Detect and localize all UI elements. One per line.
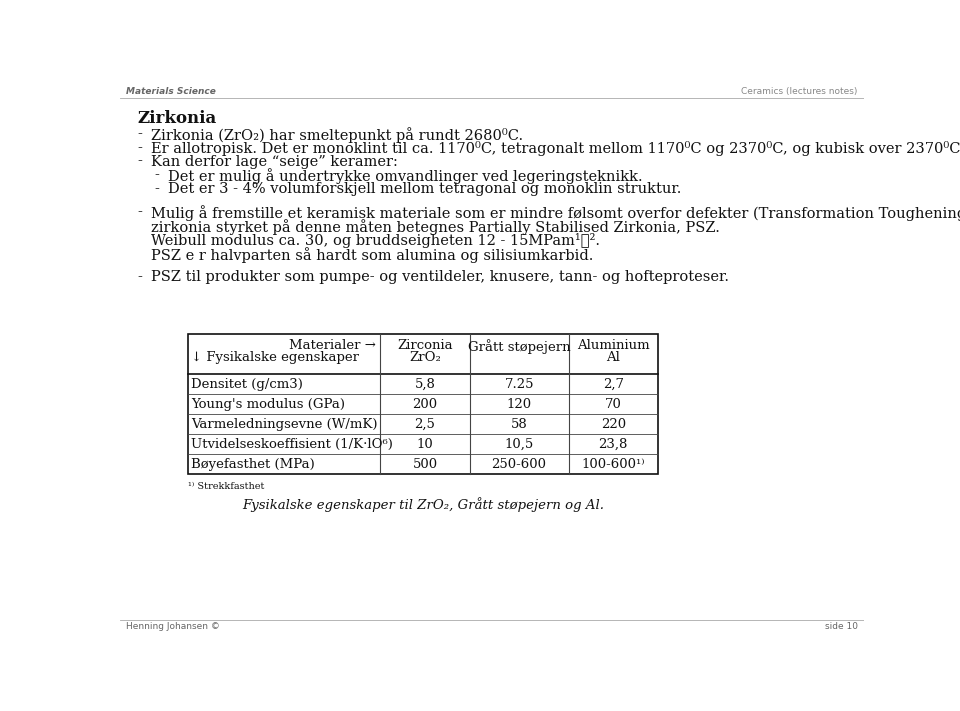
- Text: ¹⁾ Strekkfasthet: ¹⁾ Strekkfasthet: [188, 482, 265, 491]
- Text: PSZ til produkter som pumpe- og ventildeler, knusere, tann- og hofteproteser.: PSZ til produkter som pumpe- og ventilde…: [151, 270, 729, 284]
- Text: Kan derfor lage “seige” keramer:: Kan derfor lage “seige” keramer:: [151, 154, 397, 169]
- Text: Materialer →: Materialer →: [289, 338, 375, 352]
- Text: 10,5: 10,5: [505, 438, 534, 451]
- Text: 2,5: 2,5: [415, 418, 436, 431]
- Text: 2,7: 2,7: [603, 378, 624, 391]
- Text: -: -: [137, 127, 142, 141]
- Text: Fysikalske egenskaper til ZrO₂, Grått støpejern og Al.: Fysikalske egenskaper til ZrO₂, Grått st…: [242, 497, 604, 512]
- Text: 500: 500: [413, 458, 438, 471]
- Text: Bøyefasthet (MPa): Bøyefasthet (MPa): [191, 458, 315, 471]
- Text: 250-600: 250-600: [492, 458, 546, 471]
- Text: Zirconia: Zirconia: [397, 338, 453, 352]
- Text: Aluminium: Aluminium: [577, 338, 650, 352]
- Text: Det er mulig å undertrykke omvandlinger ved legeringsteknikk.: Det er mulig å undertrykke omvandlinger …: [168, 169, 642, 184]
- Text: Er allotropisk. Det er monoklint til ca. 1170⁰C, tetragonalt mellom 1170⁰C og 23: Er allotropisk. Det er monoklint til ca.…: [151, 141, 960, 156]
- Text: Ceramics (lectures notes): Ceramics (lectures notes): [741, 87, 858, 96]
- Text: -: -: [155, 182, 159, 196]
- Text: Weibull modulus ca. 30, og bruddseigheten 12 - 15MPam¹ᐟ².: Weibull modulus ca. 30, og bruddseighete…: [151, 233, 600, 248]
- Text: zirkonia styrket på denne måten betegnes Partially Stabilised Zirkonia, PSZ.: zirkonia styrket på denne måten betegnes…: [151, 219, 720, 235]
- Text: ZrO₂: ZrO₂: [409, 351, 441, 364]
- Text: Zirkonia: Zirkonia: [137, 110, 216, 127]
- Text: -: -: [137, 154, 142, 169]
- Text: 10: 10: [417, 438, 433, 451]
- Text: 23,8: 23,8: [599, 438, 628, 451]
- Text: -: -: [137, 270, 142, 284]
- Text: Mulig å fremstille et keramisk materiale som er mindre følsomt overfor defekter : Mulig å fremstille et keramisk materiale…: [151, 205, 960, 221]
- Text: 7.25: 7.25: [504, 378, 534, 391]
- Bar: [188, 334, 658, 474]
- Text: -: -: [155, 169, 159, 183]
- Text: 220: 220: [601, 418, 626, 431]
- Text: -: -: [137, 205, 142, 220]
- Text: 200: 200: [413, 398, 438, 411]
- Text: PSZ e r halvparten så hardt som alumina og silisiumkarbid.: PSZ e r halvparten så hardt som alumina …: [151, 247, 593, 263]
- Text: Zirkonia (ZrO₂) har smeltepunkt på rundt 2680⁰C.: Zirkonia (ZrO₂) har smeltepunkt på rundt…: [151, 127, 523, 143]
- Text: Varmeledningsevne (W/mK): Varmeledningsevne (W/mK): [191, 418, 378, 431]
- Text: -: -: [137, 141, 142, 155]
- Text: ↓ Fysikalske egenskaper: ↓ Fysikalske egenskaper: [191, 351, 359, 364]
- Text: 5,8: 5,8: [415, 378, 436, 391]
- Text: 70: 70: [605, 398, 622, 411]
- Text: Det er 3 - 4% volumforskjell mellom tetragonal og monoklin struktur.: Det er 3 - 4% volumforskjell mellom tetr…: [168, 182, 682, 196]
- Text: 100-600¹⁾: 100-600¹⁾: [582, 458, 645, 471]
- Text: Materials Science: Materials Science: [126, 87, 216, 96]
- Text: Utvidelseskoeffisient (1/K·lO⁶): Utvidelseskoeffisient (1/K·lO⁶): [191, 438, 394, 451]
- Text: Grått støpejern: Grått støpejern: [468, 338, 570, 353]
- Text: 120: 120: [507, 398, 532, 411]
- Text: Al: Al: [607, 351, 620, 364]
- Text: side 10: side 10: [825, 622, 858, 631]
- Text: Henning Johansen ©: Henning Johansen ©: [126, 622, 220, 631]
- Text: 58: 58: [511, 418, 527, 431]
- Text: Densitet (g/cm3): Densitet (g/cm3): [191, 378, 303, 391]
- Text: Young's modulus (GPa): Young's modulus (GPa): [191, 398, 346, 411]
